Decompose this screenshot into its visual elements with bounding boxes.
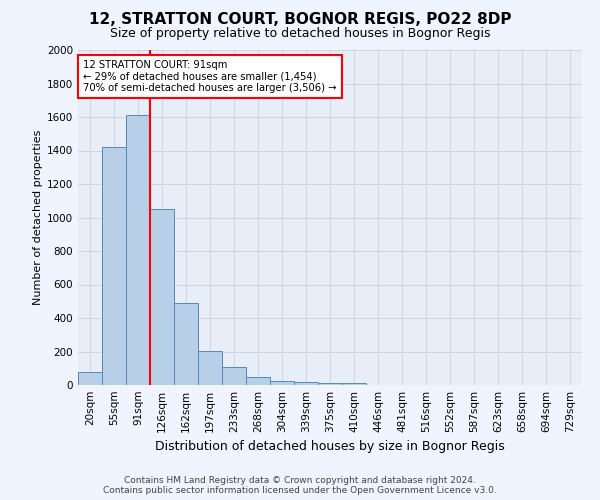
Text: Contains HM Land Registry data © Crown copyright and database right 2024.
Contai: Contains HM Land Registry data © Crown c… <box>103 476 497 495</box>
Bar <box>174 303 198 385</box>
X-axis label: Distribution of detached houses by size in Bognor Regis: Distribution of detached houses by size … <box>155 440 505 454</box>
Bar <box>198 350 222 385</box>
Bar <box>342 384 366 385</box>
Bar <box>294 382 318 385</box>
Text: 12 STRATTON COURT: 91sqm
← 29% of detached houses are smaller (1,454)
70% of sem: 12 STRATTON COURT: 91sqm ← 29% of detach… <box>83 60 337 93</box>
Bar <box>222 368 246 385</box>
Bar <box>150 209 174 385</box>
Bar <box>78 372 102 385</box>
Text: Size of property relative to detached houses in Bognor Regis: Size of property relative to detached ho… <box>110 28 490 40</box>
Text: 12, STRATTON COURT, BOGNOR REGIS, PO22 8DP: 12, STRATTON COURT, BOGNOR REGIS, PO22 8… <box>89 12 511 28</box>
Bar <box>246 378 270 385</box>
Y-axis label: Number of detached properties: Number of detached properties <box>33 130 43 305</box>
Bar <box>270 381 294 385</box>
Bar <box>102 147 126 385</box>
Bar <box>126 116 150 385</box>
Bar <box>318 383 342 385</box>
